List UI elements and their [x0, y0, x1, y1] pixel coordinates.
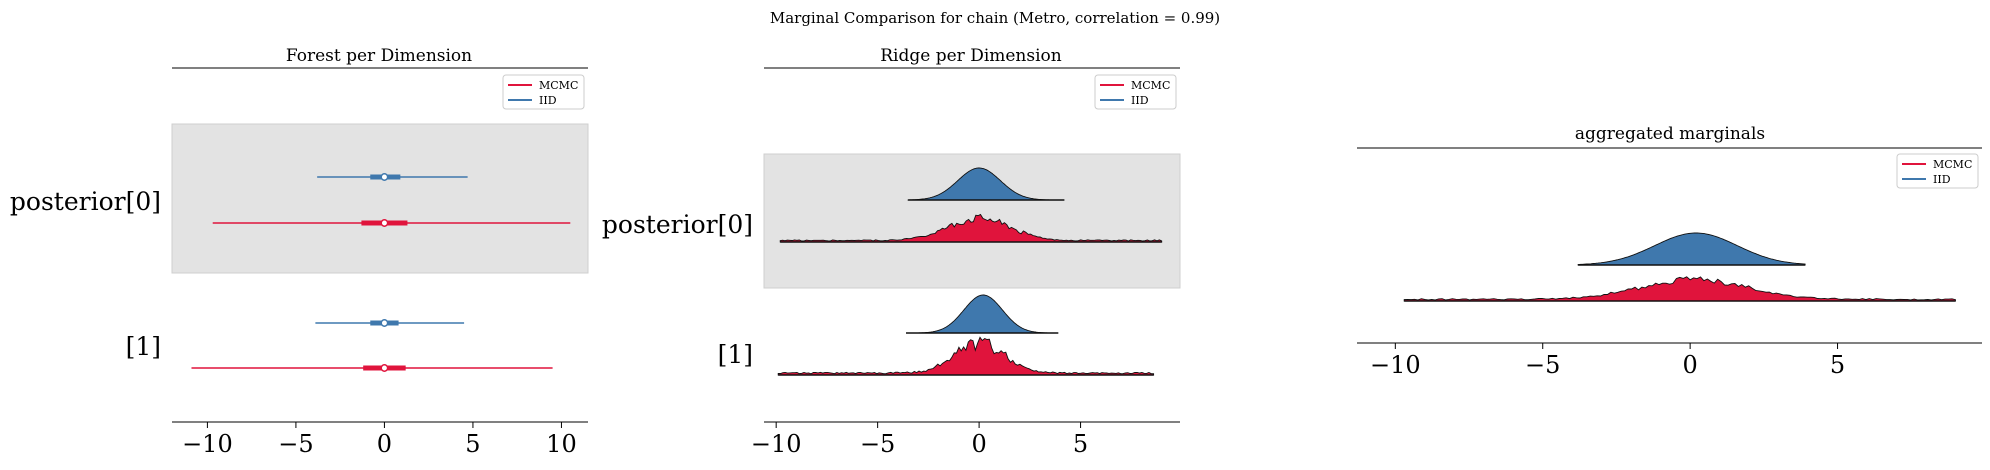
x-tick-label: −5	[860, 430, 895, 458]
legend-label-iid: IID	[1131, 94, 1149, 107]
x-tick-label: −10	[182, 430, 233, 458]
forest-panel: Forest per Dimension posterior[0] [1] −10 −…	[10, 46, 589, 458]
row-highlight-band	[171, 123, 589, 274]
figure-title: Marginal Comparison for chain (Metro, co…	[770, 9, 1220, 27]
legend-label-iid: IID	[1933, 173, 1951, 186]
x-tick-label: 10	[546, 430, 577, 458]
x-tick-label: −5	[1525, 351, 1560, 379]
forest-panel-title: Forest per Dimension	[286, 46, 472, 66]
row-label: [1]	[718, 340, 753, 369]
x-tick-label: 0	[971, 430, 986, 458]
density-mcmc	[1403, 276, 1956, 302]
row-highlight-band	[763, 153, 1181, 289]
x-tick-label: 5	[1830, 351, 1845, 379]
row-label: [1]	[126, 332, 161, 361]
x-tick-label: 0	[377, 430, 392, 458]
x-tick-label: 5	[465, 430, 480, 458]
density-mcmc	[779, 213, 1163, 243]
aggregated-panel-title: aggregated marginals	[1575, 124, 1765, 144]
x-tick-label: 5	[1073, 430, 1088, 458]
aggregated-panel: aggregated marginals −10 −5 0 5 MCMC IID	[1357, 124, 1982, 379]
row-label: posterior[0]	[10, 187, 161, 216]
legend-label-mcmc: MCMC	[539, 79, 578, 92]
row-label: posterior[0]	[602, 210, 753, 239]
density-mcmc	[777, 336, 1155, 376]
median-point-mcmc	[380, 364, 389, 372]
density-iid	[906, 294, 1059, 334]
legend-label-mcmc: MCMC	[1933, 158, 1972, 171]
median-point-iid	[380, 173, 389, 181]
x-tick-label: −5	[278, 430, 313, 458]
legend-label-iid: IID	[539, 94, 557, 107]
legend-label-mcmc: MCMC	[1131, 79, 1170, 92]
density-iid	[1577, 232, 1806, 266]
x-tick-label: 0	[1682, 351, 1697, 379]
ridge-panel: Ridge per Dimension posterior[0] [1] −10 −5…	[602, 46, 1181, 458]
x-tick-label: −10	[751, 430, 802, 458]
median-point-iid	[380, 319, 389, 327]
median-point-mcmc	[380, 219, 389, 227]
ridge-panel-title: Ridge per Dimension	[880, 46, 1062, 66]
x-tick-label: −10	[1370, 351, 1421, 379]
